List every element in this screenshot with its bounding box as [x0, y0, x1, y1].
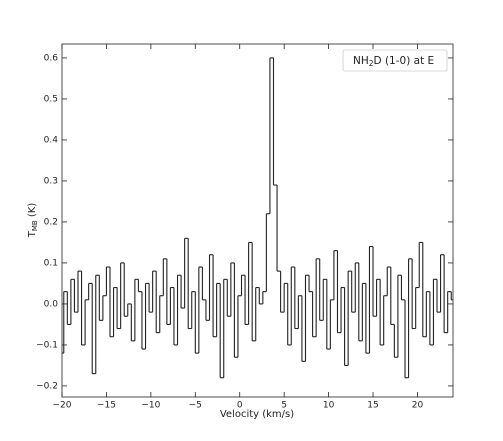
spectrum — [62, 57, 453, 379]
y-tick-label: 0.6 — [44, 53, 59, 63]
legend-rest: D (1-0) at E — [374, 55, 435, 67]
y-axis-label: TMB (K) — [27, 203, 39, 239]
y-tick-label: 0.4 — [44, 135, 59, 145]
y-tick-label: 0.3 — [44, 176, 58, 186]
x-axis-label: Velocity (km/s) — [220, 409, 294, 420]
x-tick-label: 0 — [237, 401, 243, 411]
legend-label: NH2D (1-0) at E — [353, 55, 434, 68]
y-tick-label: −0.2 — [36, 381, 58, 391]
x-tick-label: −10 — [141, 401, 160, 411]
y-tick-label: 0.2 — [44, 217, 58, 227]
legend-box — [342, 49, 448, 72]
x-tick-label: −5 — [189, 401, 202, 411]
plot-frame — [61, 43, 454, 398]
x-tick-label: 5 — [281, 401, 287, 411]
y-label-main: T — [27, 230, 38, 238]
y-tick-label: 0.0 — [44, 299, 59, 309]
y-tick-label: 0.5 — [44, 94, 58, 104]
x-tick-label: 15 — [367, 401, 378, 411]
y-tick-label: −0.1 — [36, 340, 58, 350]
legend-sub: 2 — [369, 59, 374, 68]
x-tick-label: −20 — [53, 401, 72, 411]
y-label-sub: MB — [31, 220, 39, 231]
y-label-rest: (K) — [27, 203, 38, 221]
x-tick-label: −15 — [97, 401, 116, 411]
y-tick-label: 0.1 — [44, 258, 58, 268]
x-tick-label: 10 — [323, 401, 335, 411]
legend-main: NH — [353, 55, 369, 67]
legend: NH2D (1-0) at E — [342, 49, 448, 72]
x-tick-label: 20 — [412, 401, 424, 411]
